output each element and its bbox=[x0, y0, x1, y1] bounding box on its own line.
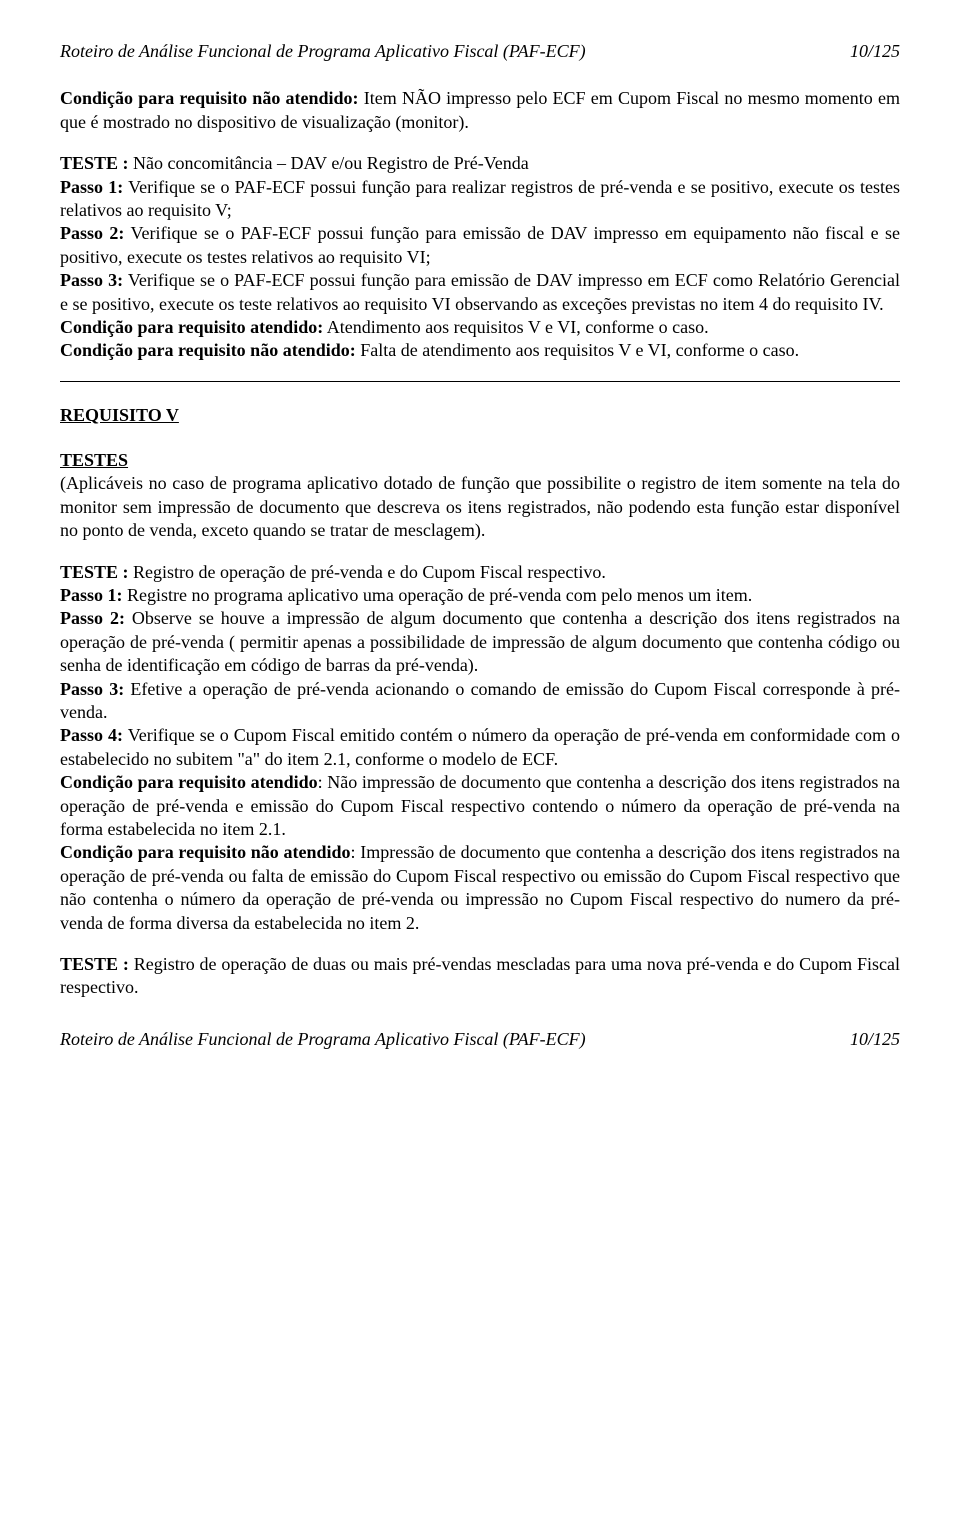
teste-title-rest: Registro de operação de duas ou mais pré… bbox=[60, 954, 900, 997]
footer-title: Roteiro de Análise Funcional de Programa… bbox=[60, 1028, 586, 1051]
passo3-label: Passo 3: bbox=[60, 270, 123, 290]
passo1-text: Verifique se o PAF-ECF possui função par… bbox=[60, 177, 900, 220]
section-divider bbox=[60, 381, 900, 382]
passo4-text: Verifique se o Cupom Fiscal emitido cont… bbox=[60, 725, 900, 768]
page-header: Roteiro de Análise Funcional de Programa… bbox=[60, 40, 900, 63]
cond-nat-label: Condição para requisito não atendido: bbox=[60, 340, 356, 360]
cond-label: Condição para requisito não atendido: bbox=[60, 88, 359, 108]
teste-block-2b: TESTE : Registro de operação de duas ou … bbox=[60, 953, 900, 1000]
footer-page-number: 10/125 bbox=[850, 1028, 900, 1051]
cond-nat-label: Condição para requisito não atendido bbox=[60, 842, 351, 862]
testes-intro-text: (Aplicáveis no caso de programa aplicati… bbox=[60, 473, 900, 540]
teste-title: TESTE : bbox=[60, 562, 129, 582]
requisito-title: REQUISITO V bbox=[60, 404, 900, 427]
teste-title: TESTE : bbox=[60, 153, 129, 173]
header-title: Roteiro de Análise Funcional de Programa… bbox=[60, 40, 586, 63]
testes-intro: TESTES (Aplicáveis no caso de programa a… bbox=[60, 449, 900, 543]
passo3-text: Verifique se o PAF-ECF possui função par… bbox=[60, 270, 900, 313]
passo2-text: Verifique se o PAF-ECF possui função par… bbox=[60, 223, 900, 266]
passo2-label: Passo 2: bbox=[60, 608, 125, 628]
passo4-label: Passo 4: bbox=[60, 725, 123, 745]
teste-title: TESTE : bbox=[60, 954, 129, 974]
testes-title: TESTES bbox=[60, 450, 128, 470]
teste-block-2a: TESTE : Registro de operação de pré-vend… bbox=[60, 561, 900, 935]
teste-block-1: TESTE : Não concomitância – DAV e/ou Reg… bbox=[60, 152, 900, 363]
cond-at-label: Condição para requisito atendido: bbox=[60, 317, 323, 337]
cond-at-label: Condição para requisito atendido bbox=[60, 772, 318, 792]
passo3-label: Passo 3: bbox=[60, 679, 124, 699]
cond-at-text: Atendimento aos requisitos V e VI, confo… bbox=[323, 317, 708, 337]
page-container: Roteiro de Análise Funcional de Programa… bbox=[0, 0, 960, 1081]
passo2-text: Observe se houve a impressão de algum do… bbox=[60, 608, 900, 675]
passo1-label: Passo 1: bbox=[60, 177, 123, 197]
teste-title-rest: Não concomitância – DAV e/ou Registro de… bbox=[129, 153, 529, 173]
passo3-text: Efetive a operação de pré-venda acionand… bbox=[60, 679, 900, 722]
passo1-text: Registre no programa aplicativo uma oper… bbox=[123, 585, 753, 605]
header-page-number: 10/125 bbox=[850, 40, 900, 63]
page-footer: Roteiro de Análise Funcional de Programa… bbox=[60, 1028, 900, 1051]
condition-not-met-1: Condição para requisito não atendido: It… bbox=[60, 87, 900, 134]
teste-title-rest: Registro de operação de pré-venda e do C… bbox=[129, 562, 606, 582]
cond-nat-text: Falta de atendimento aos requisitos V e … bbox=[356, 340, 799, 360]
passo2-label: Passo 2: bbox=[60, 223, 124, 243]
passo1-label: Passo 1: bbox=[60, 585, 123, 605]
